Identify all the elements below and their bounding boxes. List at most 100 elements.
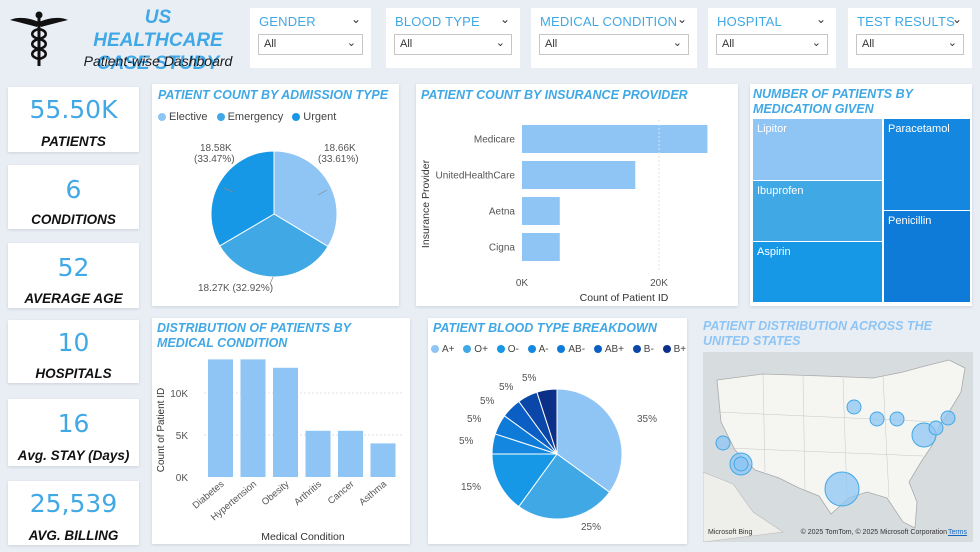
hospital-dropdown[interactable]: All ⌄ bbox=[716, 34, 828, 55]
slicer-medical-condition[interactable]: MEDICAL CONDITION ⌄ All ⌄ bbox=[531, 8, 697, 68]
slicer-label: HOSPITAL bbox=[717, 14, 782, 29]
bar-aetna[interactable] bbox=[522, 197, 560, 225]
chevron-down-icon: ⌄ bbox=[495, 36, 505, 49]
map-terms-link[interactable]: Terms bbox=[947, 529, 967, 536]
legend-item[interactable]: AB+ bbox=[593, 344, 624, 355]
chevron-down-icon[interactable]: ⌄ bbox=[676, 12, 687, 26]
kpi-hospitals: 10 HOSPITALS bbox=[8, 320, 139, 383]
admission-legend: Elective Emergency Urgent bbox=[158, 111, 342, 123]
y-tick-label: Aetna bbox=[489, 207, 516, 218]
bar-hypertension[interactable] bbox=[240, 359, 266, 477]
kpi-patients: 55.50K PATIENTS bbox=[8, 87, 139, 152]
map-copyright: © 2025 TomTom, © 2025 Microsoft Corporat… bbox=[800, 529, 947, 536]
insurance-chart-title: PATIENT COUNT BY INSURANCE PROVIDER bbox=[421, 88, 688, 102]
x-tick-label: Arthritis bbox=[292, 479, 324, 508]
kpi-label: AVERAGE AGE bbox=[24, 291, 123, 306]
bar-cigna[interactable] bbox=[522, 233, 560, 261]
y-tick-label: 0K bbox=[176, 473, 189, 484]
kpi-value: 6 bbox=[65, 175, 82, 204]
chevron-down-icon[interactable]: ⌄ bbox=[815, 12, 826, 26]
bar-diabetes[interactable] bbox=[208, 359, 233, 477]
us-map-canvas[interactable] bbox=[703, 352, 973, 542]
blood-type-card: PATIENT BLOOD TYPE BREAKDOWN A+ O+ O- A-… bbox=[428, 318, 687, 544]
legend-item[interactable]: Urgent bbox=[292, 111, 336, 123]
blood-type-pie-slice[interactable] bbox=[536, 388, 558, 455]
kpi-value: 55.50K bbox=[29, 95, 118, 124]
admission-pie-slice[interactable] bbox=[273, 150, 338, 248]
admission-pie-slice[interactable] bbox=[219, 213, 329, 278]
treemap-tile-aspirin[interactable]: Aspirin bbox=[753, 242, 882, 302]
legend-item[interactable]: Elective bbox=[158, 111, 208, 123]
legend-item[interactable]: A+ bbox=[431, 344, 455, 355]
x-tick-label: 20K bbox=[650, 278, 668, 289]
blood-type-pie-chart[interactable]: 35% 25% 15% 5% 5% 5% 5% 5% bbox=[428, 318, 687, 544]
blood-chart-title: PATIENT BLOOD TYPE BREAKDOWN bbox=[433, 321, 657, 335]
pie-label: 18.66K bbox=[324, 143, 356, 154]
slicer-label: TEST RESULTS bbox=[857, 14, 955, 29]
dropdown-value: All bbox=[862, 38, 875, 50]
chevron-down-icon[interactable]: ⌄ bbox=[951, 12, 962, 26]
pie-label: (33.47%) bbox=[194, 154, 235, 165]
admission-chart-title: PATIENT COUNT BY ADMISSION TYPE bbox=[158, 88, 389, 102]
bar-arthritis[interactable] bbox=[305, 430, 331, 477]
medical-condition-card: DISTRIBUTION OF PATIENTS BY MEDICAL COND… bbox=[152, 318, 410, 544]
kpi-label: Avg. STAY (Days) bbox=[17, 448, 130, 463]
dropdown-value: All bbox=[545, 38, 558, 50]
treemap-tile-ibuprofen[interactable]: Ibuprofen bbox=[753, 181, 882, 241]
pie-label: 5% bbox=[459, 436, 474, 447]
x-axis-label: Medical Condition bbox=[261, 531, 345, 543]
us-map[interactable]: Microsoft Bing © 2025 TomTom, © 2025 Mic… bbox=[703, 352, 973, 542]
legend-item[interactable]: AB- bbox=[557, 344, 585, 355]
bar-medicare[interactable] bbox=[522, 125, 708, 153]
legend-item[interactable]: Emergency bbox=[216, 111, 283, 123]
x-tick-label: Obesity bbox=[260, 479, 292, 508]
pie-label: (33.61%) bbox=[318, 154, 359, 165]
legend-item[interactable]: A- bbox=[527, 344, 549, 355]
chevron-down-icon[interactable]: ⌄ bbox=[499, 12, 510, 26]
us-land-shape bbox=[716, 359, 966, 529]
map-title: PATIENT DISTRIBUTION ACROSS THE UNITED S… bbox=[703, 319, 932, 348]
treemap-tile-lipitor[interactable]: Lipitor bbox=[753, 119, 882, 180]
pie-label: 25% bbox=[581, 522, 601, 533]
bar-asthma[interactable] bbox=[370, 443, 396, 477]
bar-cancer[interactable] bbox=[338, 430, 363, 477]
legend-item[interactable]: O- bbox=[496, 344, 519, 355]
blood-type-pie-slice[interactable] bbox=[556, 388, 623, 493]
slicer-label: BLOOD TYPE bbox=[395, 14, 480, 29]
admission-pie-chart[interactable]: 18.66K (33.61%) 18.27K (32.92%) 18.58K (… bbox=[152, 124, 399, 306]
treemap-tile-penicillin[interactable]: Penicillin bbox=[884, 211, 970, 302]
blood-type-dropdown[interactable]: All ⌄ bbox=[394, 34, 512, 55]
medical-condition-dropdown[interactable]: All ⌄ bbox=[539, 34, 689, 55]
kpi-conditions: 6 CONDITIONS bbox=[8, 165, 139, 229]
legend-item[interactable]: B+ bbox=[662, 344, 686, 355]
pie-label: 15% bbox=[461, 482, 481, 493]
y-tick-label: Medicare bbox=[474, 135, 516, 146]
slicer-hospital[interactable]: HOSPITAL ⌄ All ⌄ bbox=[708, 8, 836, 68]
patient-bubbles[interactable] bbox=[715, 399, 956, 507]
chevron-down-icon[interactable]: ⌄ bbox=[350, 12, 361, 26]
insurance-bar-chart[interactable]: Medicare UnitedHealthCare Aetna Cigna Insur… bbox=[416, 84, 738, 306]
legend-item[interactable]: O+ bbox=[463, 344, 488, 355]
legend-item[interactable]: B- bbox=[632, 344, 654, 355]
bing-logo: Microsoft Bing bbox=[708, 529, 753, 536]
slicer-blood-type[interactable]: BLOOD TYPE ⌄ All ⌄ bbox=[386, 8, 520, 68]
y-tick-label: 5K bbox=[176, 431, 189, 442]
admission-pie-slice[interactable] bbox=[210, 150, 275, 247]
kpi-label: PATIENTS bbox=[41, 134, 106, 149]
pie-label: 5% bbox=[499, 382, 514, 393]
test-results-dropdown[interactable]: All ⌄ bbox=[856, 34, 964, 55]
bar-obesity[interactable] bbox=[273, 367, 298, 477]
treemap-tile-paracetamol[interactable]: Paracetamol bbox=[884, 119, 970, 210]
kpi-label: CONDITIONS bbox=[31, 212, 116, 227]
blood-type-pie-slice[interactable] bbox=[491, 453, 558, 508]
gender-dropdown[interactable]: All ⌄ bbox=[258, 34, 363, 55]
medication-chart-title: NUMBER OF PATIENTS BY MEDICATION GIVEN bbox=[753, 87, 913, 116]
slicer-gender[interactable]: GENDER ⌄ All ⌄ bbox=[250, 8, 371, 68]
dashboard-subtitle: Patient-wise Dashboard bbox=[83, 53, 233, 69]
bar-unitedhealthcare[interactable] bbox=[522, 161, 636, 189]
chevron-down-icon: ⌄ bbox=[346, 36, 356, 49]
admission-type-card: PATIENT COUNT BY ADMISSION TYPE Elective… bbox=[152, 84, 399, 306]
slicer-test-results[interactable]: TEST RESULTS ⌄ All ⌄ bbox=[848, 8, 972, 68]
blood-type-pie-slice[interactable] bbox=[518, 453, 611, 520]
